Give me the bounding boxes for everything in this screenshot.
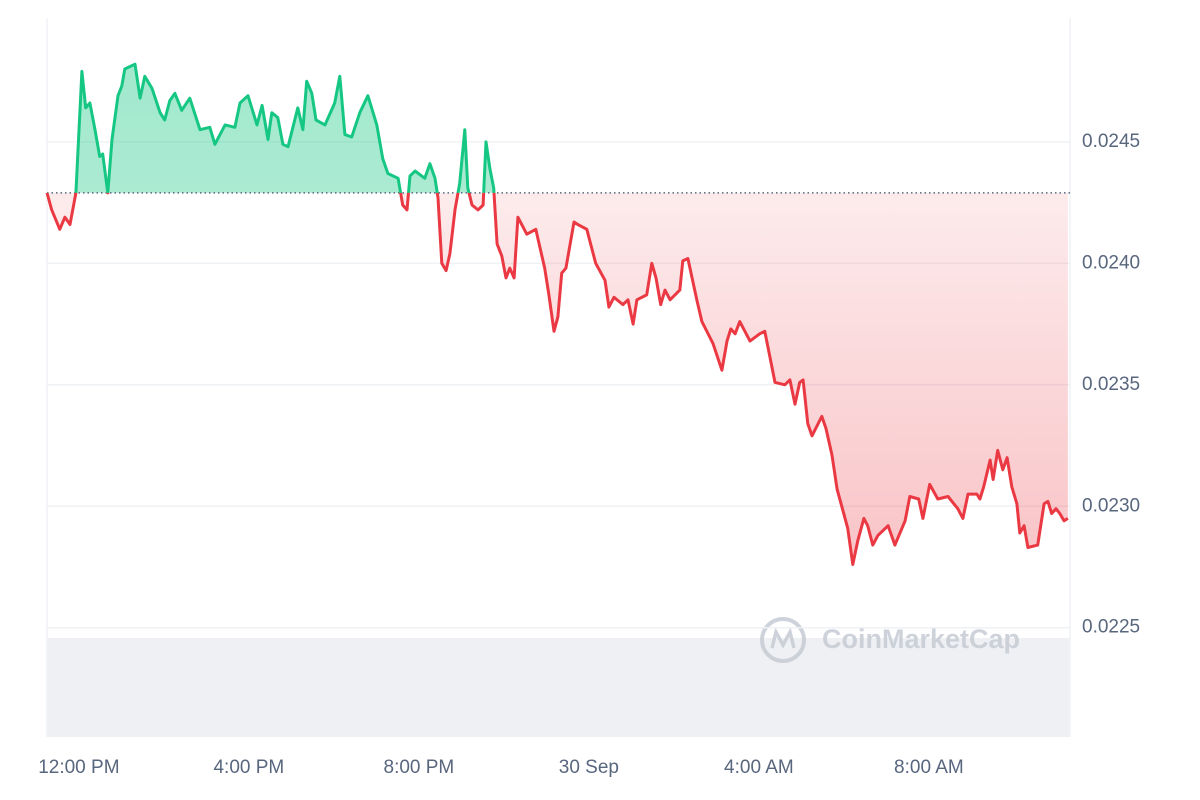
line-up <box>47 62 496 193</box>
y-tick-label: 0.0235 <box>1082 374 1140 395</box>
y-tick-label: 0.0225 <box>1082 617 1140 638</box>
x-tick-label: 4:00 PM <box>213 757 284 778</box>
watermark-text: CoinMarketCap <box>822 624 1020 654</box>
plot: 0.0225 0.0230 0.0235 0.0240 0.0245 12:00 PM 4:… <box>38 62 1140 778</box>
line-down <box>45 192 1069 566</box>
x-tick-label: 30 Sep <box>559 757 619 778</box>
y-tick-label: 0.0230 <box>1082 495 1140 516</box>
area-up <box>75 64 494 193</box>
watermark: CoinMarketCap <box>760 617 1020 663</box>
x-tick-label: 8:00 PM <box>384 757 455 778</box>
volume-band <box>47 638 1070 737</box>
y-tick-label: 0.0245 <box>1082 131 1140 152</box>
area-down <box>47 192 1068 565</box>
x-tick-label: 12:00 PM <box>38 757 119 778</box>
watermark-logo-m <box>770 627 796 649</box>
y-tick-label: 0.0240 <box>1082 252 1140 273</box>
watermark-logo <box>760 617 806 663</box>
x-tick-label: 8:00 AM <box>894 757 964 778</box>
x-tick-label: 4:00 AM <box>724 757 794 778</box>
